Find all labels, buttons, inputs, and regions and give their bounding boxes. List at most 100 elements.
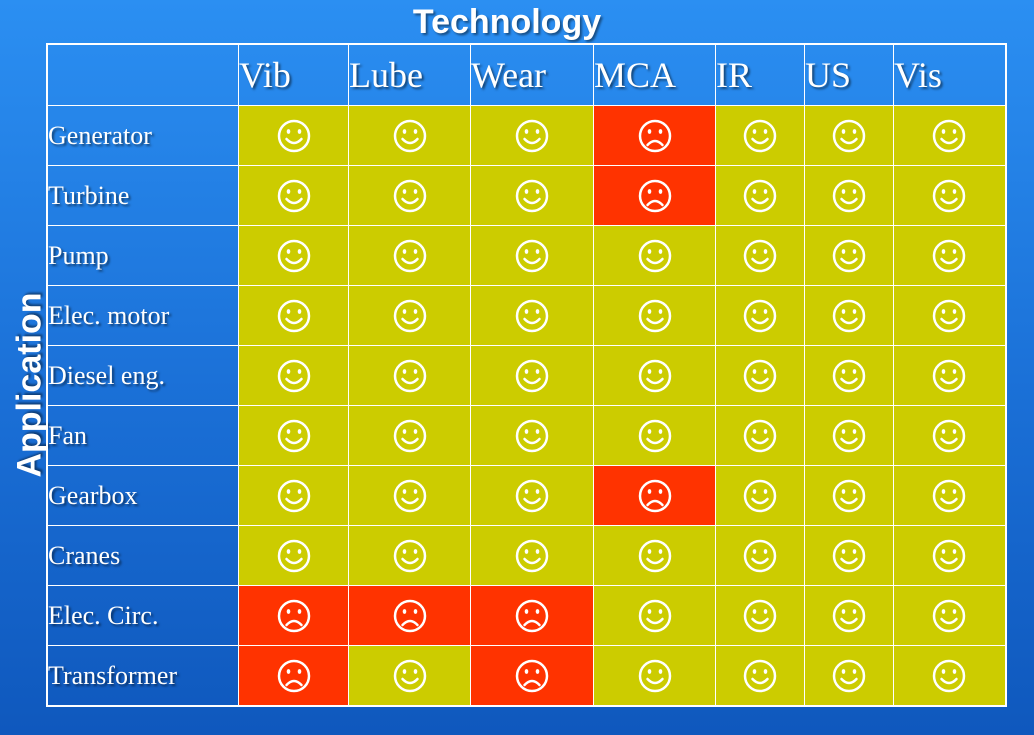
smiley-face-icon <box>933 479 966 512</box>
matrix-cell-suitable <box>715 465 805 526</box>
matrix-cell-unsuitable <box>470 585 594 646</box>
smiley-face-icon <box>933 179 966 212</box>
matrix-cell-suitable <box>804 465 894 526</box>
matrix-cell-suitable <box>348 645 471 707</box>
matrix-cell-suitable <box>238 525 349 586</box>
row-header: Elec. Circ. <box>46 585 239 646</box>
smiley-face-icon <box>933 119 966 152</box>
matrix-cell-suitable <box>893 345 1006 406</box>
smiley-face-icon <box>393 479 426 512</box>
matrix-cell-suitable <box>348 525 471 586</box>
matrix-cell-suitable <box>804 285 894 346</box>
matrix-cell-suitable <box>715 525 805 586</box>
smiley-face-icon <box>933 299 966 332</box>
matrix-cell-suitable <box>804 105 894 166</box>
matrix-row: Generator <box>46 105 1006 166</box>
smiley-face-icon <box>515 479 549 512</box>
matrix-cell-suitable <box>238 345 349 406</box>
header-row: Vib Lube Wear MCA IR US Vis <box>46 43 1006 106</box>
matrix-cell-suitable <box>470 525 594 586</box>
smiley-face-icon <box>515 179 549 212</box>
matrix-cell-suitable <box>238 105 349 166</box>
smiley-face-icon <box>832 179 866 212</box>
matrix-row: Pump <box>46 225 1006 286</box>
matrix-cell-suitable <box>470 165 594 226</box>
chart-title: Technology <box>412 3 602 41</box>
smiley-face-icon <box>743 599 777 632</box>
smiley-face-icon <box>515 119 549 152</box>
frowning-face-icon <box>277 659 310 692</box>
smiley-face-icon <box>638 659 671 692</box>
corner-cell <box>46 43 239 106</box>
row-header: Fan <box>46 405 239 466</box>
matrix-cell-suitable <box>593 225 716 286</box>
matrix-cell-suitable <box>893 225 1006 286</box>
smiley-face-icon <box>743 299 777 332</box>
matrix-cell-suitable <box>893 105 1006 166</box>
column-header-us: US <box>804 43 894 106</box>
smiley-face-icon <box>933 539 966 572</box>
matrix-cell-suitable <box>593 585 716 646</box>
matrix-cell-suitable <box>238 285 349 346</box>
row-header: Diesel eng. <box>46 345 239 406</box>
frowning-face-icon <box>277 599 310 632</box>
matrix-cell-suitable <box>470 225 594 286</box>
matrix-cell-unsuitable <box>593 105 716 166</box>
matrix-cell-unsuitable <box>238 585 349 646</box>
smiley-face-icon <box>832 239 866 272</box>
matrix-cell-suitable <box>470 105 594 166</box>
frowning-face-icon <box>638 179 671 212</box>
matrix-cell-suitable <box>715 165 805 226</box>
smiley-face-icon <box>743 539 777 572</box>
matrix-cell-suitable <box>593 645 716 707</box>
row-header: Elec. motor <box>46 285 239 346</box>
smiley-face-icon <box>515 359 549 392</box>
matrix-cell-suitable <box>715 225 805 286</box>
matrix-row: Diesel eng. <box>46 345 1006 406</box>
smiley-face-icon <box>743 179 777 212</box>
smiley-face-icon <box>393 239 426 272</box>
smiley-face-icon <box>832 419 866 452</box>
matrix-cell-suitable <box>470 465 594 526</box>
smiley-face-icon <box>277 119 310 152</box>
smiley-face-icon <box>277 479 310 512</box>
matrix-cell-suitable <box>593 525 716 586</box>
smiley-face-icon <box>832 659 866 692</box>
matrix-cell-suitable <box>238 465 349 526</box>
matrix-cell-suitable <box>893 285 1006 346</box>
matrix-cell-suitable <box>715 345 805 406</box>
row-header: Turbine <box>46 165 239 226</box>
matrix-cell-suitable <box>348 285 471 346</box>
matrix-cell-suitable <box>804 345 894 406</box>
smiley-face-icon <box>743 119 777 152</box>
smiley-face-icon <box>515 299 549 332</box>
matrix-cell-suitable <box>470 285 594 346</box>
matrix-cell-unsuitable <box>593 165 716 226</box>
row-header: Transformer <box>46 645 239 707</box>
matrix-cell-suitable <box>348 165 471 226</box>
smiley-face-icon <box>277 419 310 452</box>
matrix-cell-unsuitable <box>593 465 716 526</box>
smiley-face-icon <box>393 119 426 152</box>
matrix-cell-suitable <box>715 645 805 707</box>
smiley-face-icon <box>515 539 549 572</box>
smiley-face-icon <box>832 479 866 512</box>
smiley-face-icon <box>515 419 549 452</box>
frowning-face-icon <box>515 599 549 632</box>
smiley-face-icon <box>743 359 777 392</box>
matrix-cell-suitable <box>804 645 894 707</box>
column-header-ir: IR <box>715 43 805 106</box>
smiley-face-icon <box>638 419 671 452</box>
smiley-face-icon <box>277 359 310 392</box>
matrix-cell-unsuitable <box>348 585 471 646</box>
matrix-cell-suitable <box>593 285 716 346</box>
column-header-vis: Vis <box>893 43 1006 106</box>
matrix-cell-suitable <box>348 405 471 466</box>
smiley-face-icon <box>393 179 426 212</box>
matrix-cell-suitable <box>804 225 894 286</box>
technology-application-matrix: Vib Lube Wear MCA IR US Vis Generator Tur… <box>46 43 1007 707</box>
frowning-face-icon <box>638 479 671 512</box>
matrix-cell-suitable <box>348 105 471 166</box>
smiley-face-icon <box>832 599 866 632</box>
matrix-cell-suitable <box>238 165 349 226</box>
